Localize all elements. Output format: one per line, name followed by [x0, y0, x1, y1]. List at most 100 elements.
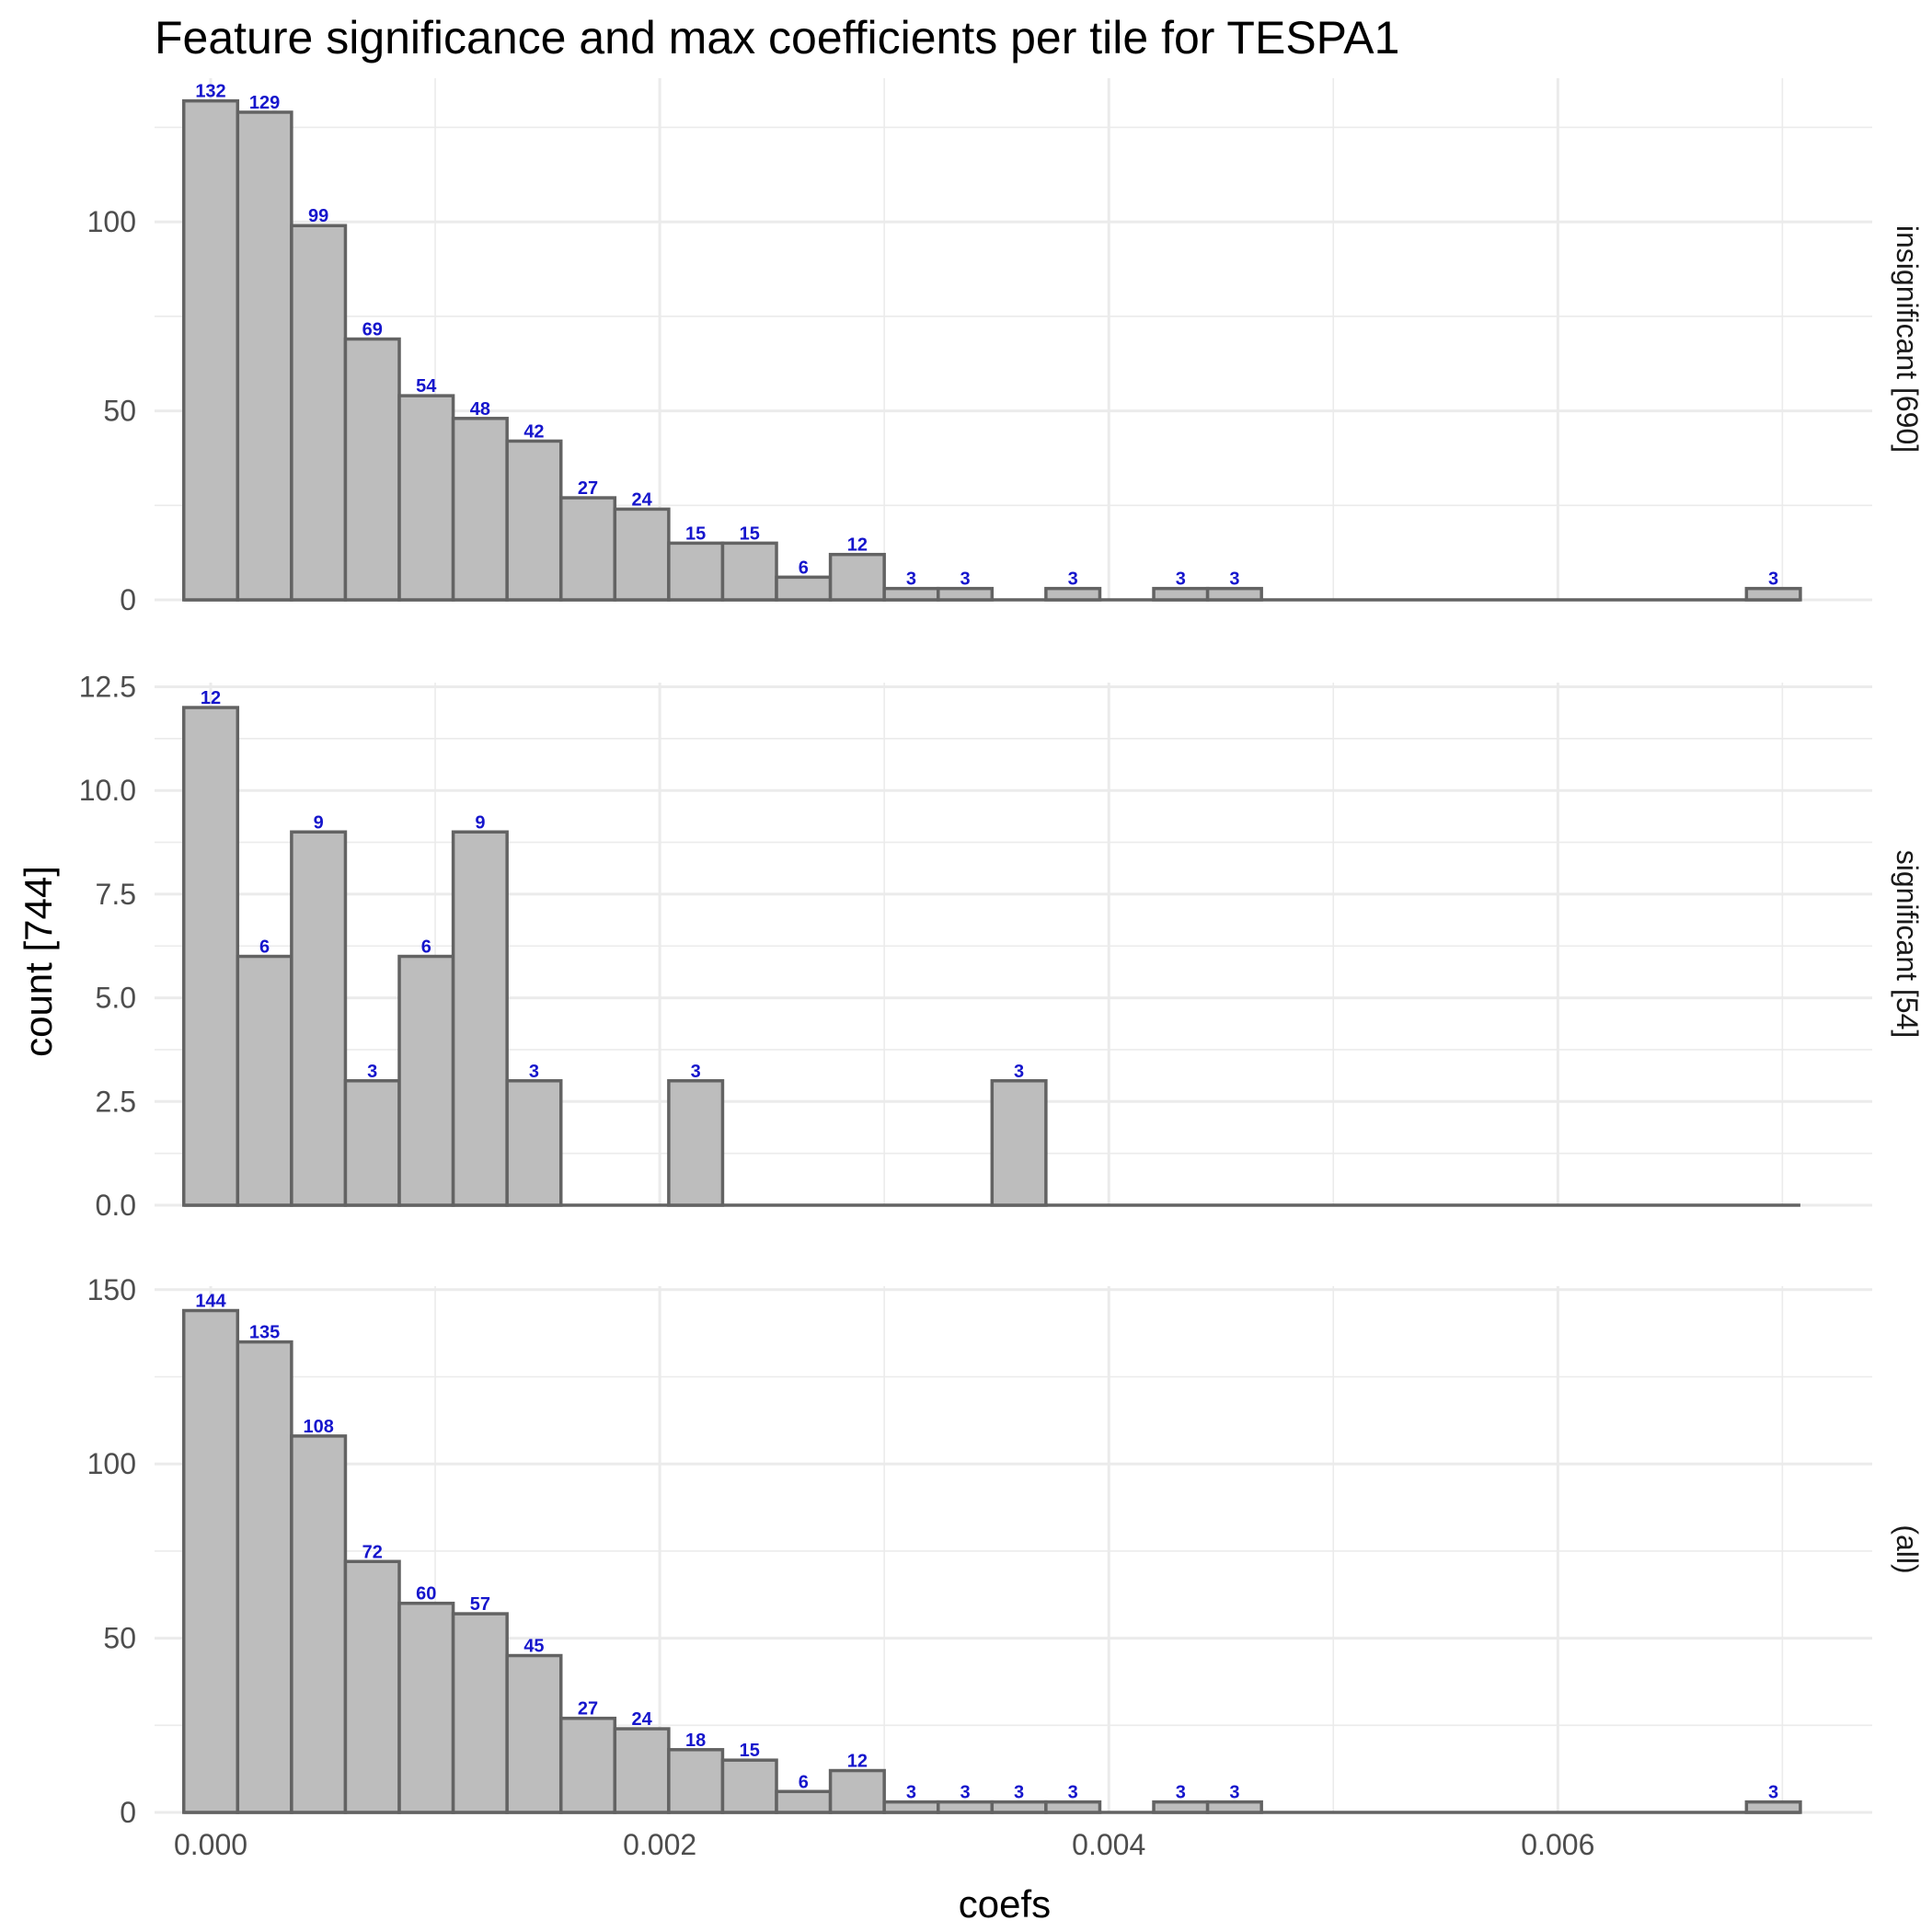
- histogram-bar: [1152, 1800, 1210, 1814]
- histogram-bar: [936, 1800, 995, 1814]
- histogram-bar: [343, 1559, 401, 1814]
- histogram-bar: [343, 1079, 401, 1207]
- bar-data-label: 3: [1014, 1783, 1024, 1803]
- histogram-bar: [1744, 586, 1802, 602]
- bar-data-label: 6: [259, 937, 270, 958]
- histogram-bar: [290, 224, 348, 602]
- histogram-bar: [181, 706, 240, 1207]
- bar-data-label: 15: [685, 523, 706, 544]
- y-tick-label: 100: [87, 1447, 136, 1480]
- bar-data-label: 3: [906, 569, 916, 590]
- bar-data-label: 3: [691, 1062, 701, 1082]
- bar-data-label: 9: [314, 812, 324, 833]
- bar-data-label: 129: [249, 93, 280, 113]
- histogram-bar: [720, 1758, 778, 1814]
- histogram-bar: [613, 507, 671, 602]
- histogram-bar: [936, 586, 995, 602]
- bar-data-label: 42: [523, 421, 544, 442]
- bar-data-label: 12: [847, 1752, 868, 1772]
- facet-strip-label: (all): [1891, 1524, 1924, 1573]
- histogram-bar: [397, 954, 455, 1207]
- bar-data-label: 69: [362, 320, 383, 340]
- bar-data-label: 45: [523, 1637, 544, 1657]
- bar-data-label: 6: [799, 558, 809, 578]
- histogram-bar: [1205, 586, 1263, 602]
- bar-data-label: 3: [1176, 1783, 1186, 1803]
- y-tick-label: 7.5: [96, 878, 136, 911]
- histogram-bar: [505, 1079, 563, 1207]
- histogram-bar: [451, 1612, 509, 1814]
- y-tick-label: 50: [103, 1622, 136, 1655]
- histogram-bar: [290, 1434, 348, 1814]
- bar-data-label: 3: [1014, 1062, 1024, 1082]
- histogram-bar: [828, 552, 886, 602]
- histogram-bar: [558, 1716, 617, 1814]
- bar-data-label: 48: [470, 399, 490, 420]
- bar-data-label: 132: [195, 82, 225, 102]
- bar-data-label: 3: [1229, 1783, 1239, 1803]
- histogram-bar: [1744, 1800, 1802, 1814]
- bar-data-label: 3: [1068, 1783, 1078, 1803]
- bar-data-label: 3: [1229, 569, 1239, 590]
- histogram-bar: [290, 830, 348, 1207]
- x-tick-label: 0.002: [623, 1828, 696, 1861]
- histogram-bar: [882, 586, 940, 602]
- facet-panel: 0.0 2.5 5.0 7.5 10.0 12.5 12 6 9 3 6 9 3 3 3 significan…: [79, 671, 1924, 1222]
- histogram-bar: [397, 394, 455, 602]
- bar-data-label: 12: [201, 688, 221, 708]
- histogram-bar: [667, 541, 725, 602]
- histogram-bar: [1044, 586, 1102, 602]
- histogram-bar: [990, 1079, 1048, 1207]
- chart-title: Feature significance and max coefficient…: [155, 12, 1399, 63]
- histogram-bar: [990, 1800, 1048, 1814]
- bar-data-label: 57: [470, 1594, 490, 1615]
- y-axis-title: count [744]: [17, 866, 60, 1057]
- histogram-bar: [720, 541, 778, 602]
- bar-data-label: 9: [475, 812, 485, 833]
- bar-data-label: 3: [960, 569, 970, 590]
- histogram-bar: [236, 1340, 293, 1814]
- bar-data-label: 12: [847, 535, 868, 556]
- histogram-bar: [505, 1653, 563, 1814]
- histogram-bar: [181, 98, 240, 602]
- bar-data-label: 15: [740, 1741, 760, 1761]
- y-tick-label: 150: [87, 1273, 136, 1306]
- facet-panel: 0 50 100 132 129 99 69 54 48 42 27 24 15 15 6 12 3 3 3 3 3 3 i…: [87, 78, 1924, 616]
- histogram-bar: [397, 1601, 455, 1814]
- bar-data-label: 72: [362, 1542, 383, 1562]
- histogram-bar: [775, 1789, 833, 1814]
- facet-strip-label: significant [54]: [1891, 850, 1924, 1039]
- x-tick-label: 0.006: [1521, 1828, 1594, 1861]
- bar-data-label: 15: [740, 523, 760, 544]
- bar-data-label: 3: [1176, 569, 1186, 590]
- bar-data-label: 6: [799, 1772, 809, 1792]
- y-tick-label: 10.0: [79, 774, 136, 807]
- x-tick-label: 0.000: [174, 1828, 247, 1861]
- x-tick-label: 0.004: [1072, 1828, 1145, 1861]
- histogram-bar: [236, 110, 293, 602]
- histogram-bar: [828, 1768, 886, 1814]
- bar-data-label: 6: [421, 937, 431, 958]
- bar-data-label: 27: [578, 478, 598, 499]
- y-tick-label: 0.0: [96, 1189, 136, 1222]
- bar-data-label: 3: [960, 1783, 970, 1803]
- bar-data-label: 99: [308, 206, 328, 226]
- bar-data-label: 27: [578, 1699, 598, 1719]
- bar-data-label: 108: [303, 1417, 333, 1437]
- y-tick-label: 12.5: [79, 671, 136, 704]
- histogram-bar: [667, 1748, 725, 1814]
- histogram-bar: [882, 1800, 940, 1814]
- y-tick-label: 50: [103, 395, 136, 428]
- bar-data-label: 18: [685, 1731, 706, 1751]
- facet-strip-label: insignificant [690]: [1891, 225, 1924, 453]
- bar-data-label: 24: [631, 1709, 652, 1730]
- bar-data-label: 54: [416, 376, 437, 397]
- bar-data-label: 3: [367, 1062, 377, 1082]
- bar-data-label: 24: [631, 489, 652, 510]
- y-tick-label: 0: [120, 1796, 136, 1829]
- bar-data-label: 3: [1768, 1783, 1778, 1803]
- bar-data-label: 3: [1768, 569, 1778, 590]
- histogram-bar: [613, 1727, 671, 1814]
